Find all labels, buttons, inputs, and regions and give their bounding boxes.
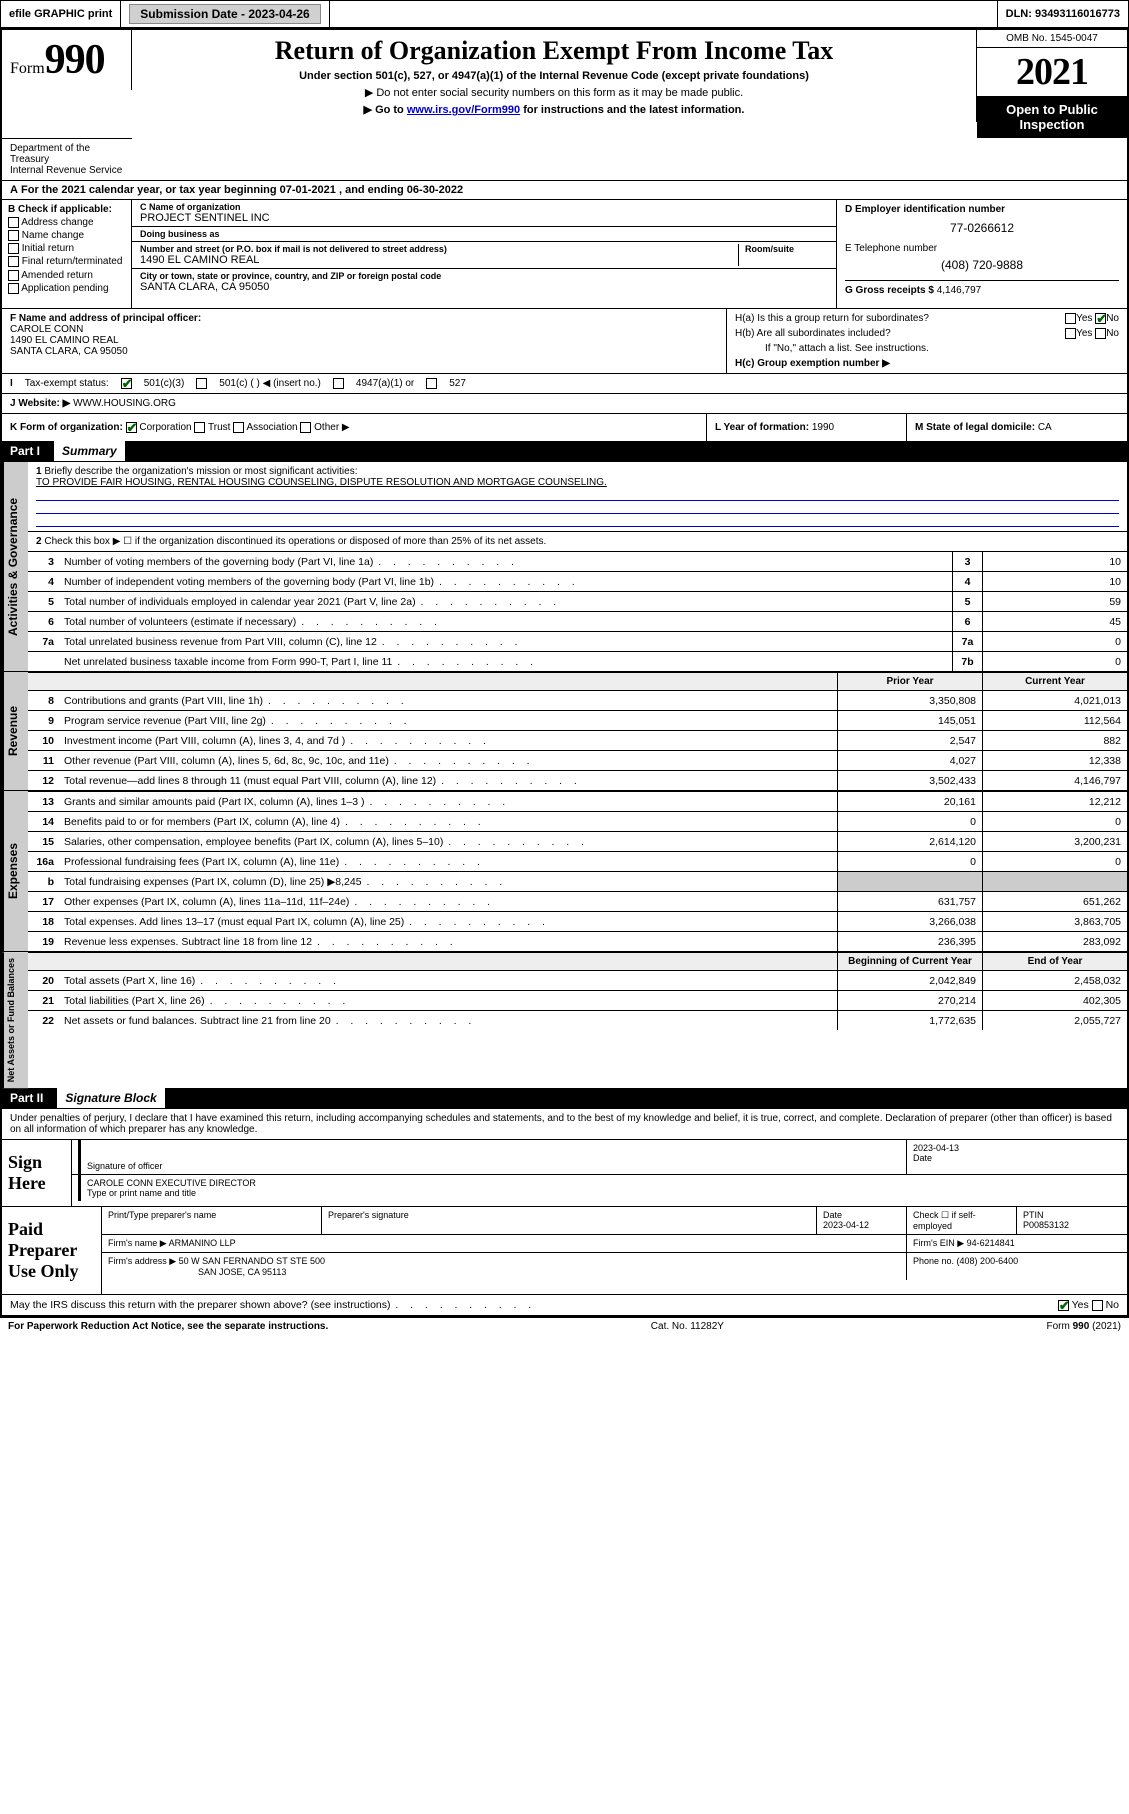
fin-line: 17Other expenses (Part IX, column (A), l… [28, 891, 1127, 911]
right-box: OMB No. 1545-0047 2021 Open to Public In… [977, 30, 1127, 138]
chk-initial[interactable]: Initial return [8, 243, 125, 254]
fin-line: 16aProfessional fundraising fees (Part I… [28, 851, 1127, 871]
fin-line: 15Salaries, other compensation, employee… [28, 831, 1127, 851]
section-j: J Website: ▶ WWW.HOUSING.ORG [2, 393, 1127, 413]
revenue-section: Revenue Prior Year Current Year 8Contrib… [2, 671, 1127, 790]
info-grid: B Check if applicable: Address change Na… [2, 199, 1127, 308]
dept-block: Department of the Treasury Internal Reve… [2, 138, 132, 180]
chk-501c3[interactable] [121, 378, 132, 389]
form-header: Form990 Return of Organization Exempt Fr… [2, 30, 1127, 138]
chk-name[interactable]: Name change [8, 230, 125, 241]
submission-button[interactable]: Submission Date - 2023-04-26 [129, 4, 320, 24]
fin-line: 10Investment income (Part VIII, column (… [28, 730, 1127, 750]
section-c: C Name of organization PROJECT SENTINEL … [132, 200, 837, 308]
vtab-netassets: Net Assets or Fund Balances [2, 952, 28, 1088]
period-row: A For the 2021 calendar year, or tax yea… [2, 180, 1127, 199]
chk-527[interactable] [426, 378, 437, 389]
form-title: Return of Organization Exempt From Incom… [142, 36, 966, 66]
fin-line: 18Total expenses. Add lines 13–17 (must … [28, 911, 1127, 931]
summary-line: 3Number of voting members of the governi… [28, 551, 1127, 571]
top-toolbar: efile GRAPHIC print Submission Date - 20… [0, 0, 1129, 28]
form-container: Form990 Return of Organization Exempt Fr… [0, 28, 1129, 1317]
chk-corp[interactable] [126, 422, 137, 433]
chk-address[interactable]: Address change [8, 217, 125, 228]
discuss-no[interactable] [1092, 1300, 1103, 1311]
note-2: ▶ Go to www.irs.gov/Form990 for instruct… [142, 103, 966, 116]
fin-line: 8Contributions and grants (Part VIII, li… [28, 690, 1127, 710]
section-f: F Name and address of principal officer:… [2, 309, 727, 373]
fin-line: 14Benefits paid to or for members (Part … [28, 811, 1127, 831]
part1-header: Part I Summary [2, 441, 1127, 461]
sig-intro: Under penalties of perjury, I declare th… [2, 1108, 1127, 1139]
fin-line: 11Other revenue (Part VIII, column (A), … [28, 750, 1127, 770]
vtab-revenue: Revenue [2, 672, 28, 790]
tax-year: 2021 [977, 48, 1127, 96]
summary-line: 7aTotal unrelated business revenue from … [28, 631, 1127, 651]
submission-cell: Submission Date - 2023-04-26 [121, 1, 329, 27]
section-d: D Employer identification number 77-0266… [837, 200, 1127, 308]
footer: For Paperwork Reduction Act Notice, see … [0, 1317, 1129, 1335]
summary-line: 6Total number of volunteers (estimate if… [28, 611, 1127, 631]
fin-line: 22Net assets or fund balances. Subtract … [28, 1010, 1127, 1030]
fin-header-2: Beginning of Current Year End of Year [28, 952, 1127, 970]
summary-line: 4Number of independent voting members of… [28, 571, 1127, 591]
note-1: ▶ Do not enter social security numbers o… [142, 86, 966, 99]
toolbar-spacer [330, 1, 998, 27]
chk-final[interactable]: Final return/terminated [8, 256, 125, 267]
discuss-row: May the IRS discuss this return with the… [2, 1294, 1127, 1315]
preparer-block: Paid Preparer Use Only Print/Type prepar… [2, 1206, 1127, 1294]
fin-line: 21Total liabilities (Part X, line 26)270… [28, 990, 1127, 1010]
fin-line: 20Total assets (Part X, line 16)2,042,84… [28, 970, 1127, 990]
section-i: I Tax-exempt status: 501(c)(3) 501(c) ( … [2, 373, 1127, 393]
fin-line: 19Revenue less expenses. Subtract line 1… [28, 931, 1127, 951]
form-subtitle: Under section 501(c), 527, or 4947(a)(1)… [142, 70, 966, 82]
mission-block: 1 Briefly describe the organization's mi… [28, 462, 1127, 531]
omb: OMB No. 1545-0047 [977, 30, 1127, 48]
discuss-yes[interactable] [1058, 1300, 1069, 1311]
chk-4947[interactable] [333, 378, 344, 389]
fin-header-1: Prior Year Current Year [28, 672, 1127, 690]
vtab-governance: Activities & Governance [2, 462, 28, 671]
part2-header: Part II Signature Block [2, 1088, 1127, 1108]
chk-trust[interactable] [194, 422, 205, 433]
section-b: B Check if applicable: Address change Na… [2, 200, 132, 308]
vtab-expenses: Expenses [2, 791, 28, 951]
expenses-section: Expenses 13Grants and similar amounts pa… [2, 790, 1127, 951]
chk-other[interactable] [300, 422, 311, 433]
title-block: Return of Organization Exempt From Incom… [132, 30, 977, 122]
fin-line: 12Total revenue—add lines 8 through 11 (… [28, 770, 1127, 790]
chk-pending[interactable]: Application pending [8, 283, 125, 294]
dln-cell: DLN: 93493116016773 [998, 1, 1128, 27]
fin-line: 9Program service revenue (Part VIII, lin… [28, 710, 1127, 730]
fin-line: bTotal fundraising expenses (Part IX, co… [28, 871, 1127, 891]
summary-line: Net unrelated business taxable income fr… [28, 651, 1127, 671]
chk-assoc[interactable] [233, 422, 244, 433]
governance-section: Activities & Governance 1 Briefly descri… [2, 461, 1127, 671]
section-h: H(a) Is this a group return for subordin… [727, 309, 1127, 373]
irs-link[interactable]: www.irs.gov/Form990 [407, 104, 520, 116]
form-id-block: Form990 [2, 30, 132, 90]
chk-501c[interactable] [196, 378, 207, 389]
summary-line: 5Total number of individuals employed in… [28, 591, 1127, 611]
netassets-section: Net Assets or Fund Balances Beginning of… [2, 951, 1127, 1088]
sign-here-block: Sign Here Signature of officer 2023-04-1… [2, 1139, 1127, 1206]
inspection-badge: Open to Public Inspection [977, 96, 1127, 138]
fin-line: 13Grants and similar amounts paid (Part … [28, 791, 1127, 811]
chk-amended[interactable]: Amended return [8, 270, 125, 281]
efile-label: efile GRAPHIC print [1, 1, 121, 27]
section-klm: K Form of organization: Corporation Trus… [2, 413, 1127, 441]
row-fgh: F Name and address of principal officer:… [2, 308, 1127, 373]
